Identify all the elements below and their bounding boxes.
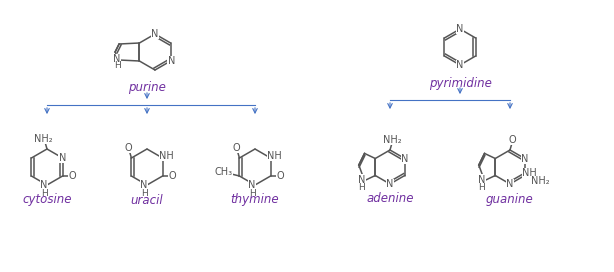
Text: N: N [114, 54, 121, 64]
Text: H: H [478, 183, 485, 192]
Text: CH₃: CH₃ [214, 167, 233, 177]
Text: N: N [358, 175, 365, 185]
Text: adenine: adenine [366, 193, 414, 206]
Text: N: N [151, 29, 158, 39]
Text: H: H [358, 183, 365, 192]
Text: guanine: guanine [486, 193, 534, 206]
Text: purine: purine [128, 82, 166, 94]
Text: NH: NH [267, 151, 282, 161]
Text: N: N [507, 179, 514, 189]
Text: O: O [69, 171, 76, 181]
Text: O: O [277, 171, 284, 181]
Text: NH₂: NH₂ [531, 177, 550, 187]
Text: pyrimidine: pyrimidine [429, 76, 491, 89]
Text: N: N [401, 153, 408, 163]
Text: NH₂: NH₂ [34, 134, 52, 144]
Text: cytosine: cytosine [22, 193, 72, 206]
Text: H: H [114, 61, 120, 70]
Text: N: N [386, 179, 394, 189]
Text: O: O [125, 143, 132, 153]
Text: NH: NH [523, 168, 537, 178]
Text: N: N [456, 60, 464, 70]
Text: O: O [508, 135, 516, 145]
Text: NH₂: NH₂ [383, 135, 402, 145]
Text: uracil: uracil [131, 193, 163, 206]
Text: N: N [41, 180, 48, 190]
Text: NH: NH [159, 151, 174, 161]
Text: O: O [233, 143, 240, 153]
Text: N: N [59, 153, 66, 163]
Text: N: N [521, 153, 529, 163]
Text: N: N [168, 56, 175, 66]
Text: N: N [141, 180, 148, 190]
Text: N: N [248, 180, 255, 190]
Text: N: N [456, 24, 464, 34]
Text: H: H [249, 188, 255, 197]
Text: H: H [41, 188, 47, 197]
Text: O: O [169, 171, 176, 181]
Text: N: N [478, 175, 485, 185]
Text: thymine: thymine [231, 193, 279, 206]
Text: H: H [141, 188, 147, 197]
